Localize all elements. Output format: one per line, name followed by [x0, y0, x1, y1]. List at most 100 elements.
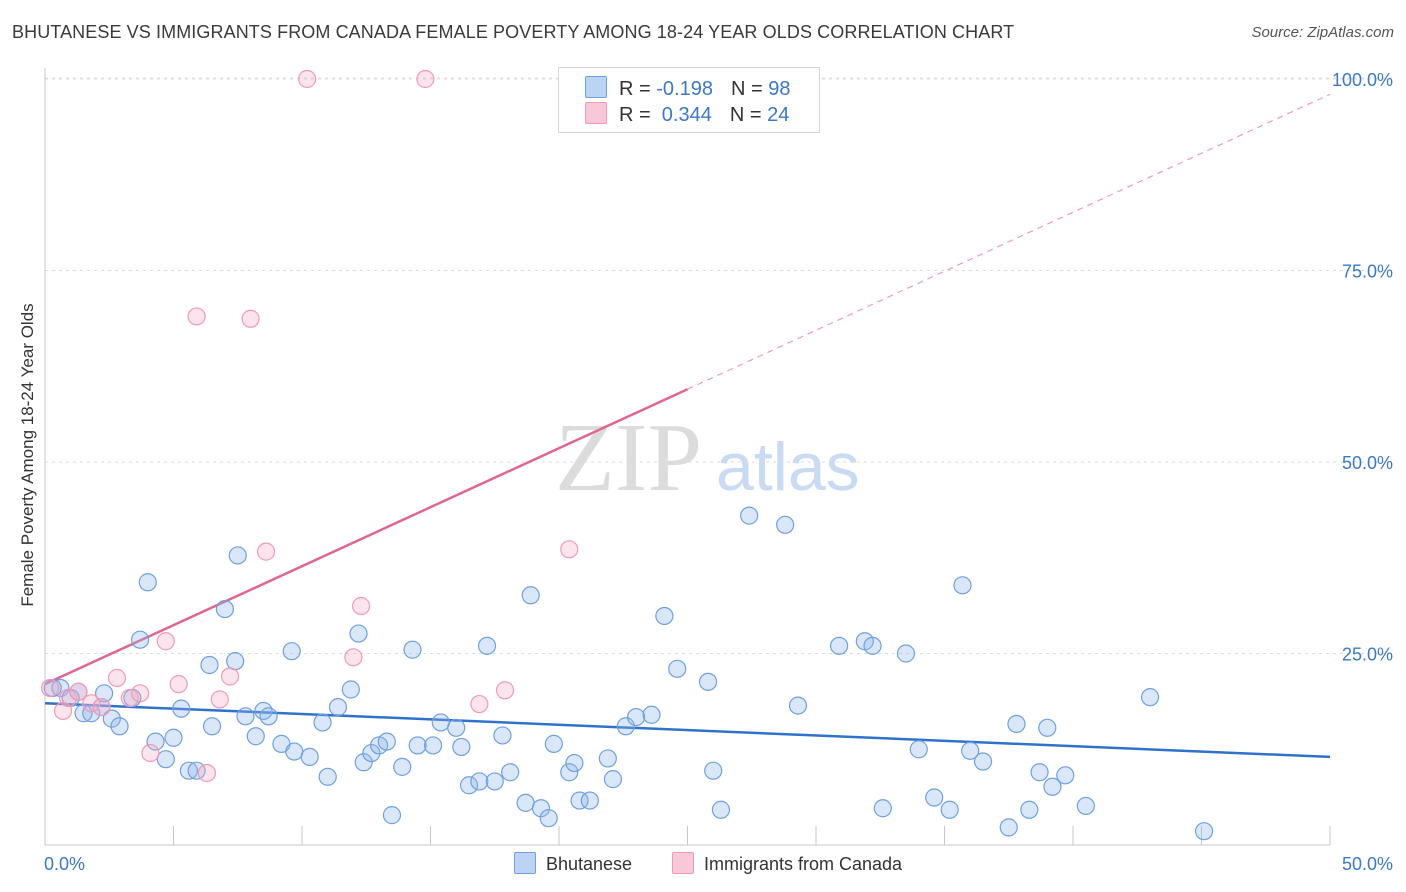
y-tick-label: 50.0%	[1342, 453, 1393, 473]
bhutanese-point	[102, 709, 121, 728]
legend-swatch-bhutanese	[585, 76, 607, 98]
canada-point	[187, 307, 206, 326]
bhutanese-point	[598, 749, 617, 768]
bhutanese-point	[539, 809, 558, 828]
bhutanese-point	[341, 680, 360, 699]
bhutanese-point	[560, 763, 579, 782]
bhutanese-point	[318, 767, 337, 786]
canada-point	[141, 743, 160, 763]
bhutanese-point	[698, 672, 718, 691]
bhutanese-point	[1038, 718, 1057, 737]
bhutanese-point	[110, 717, 129, 736]
canada-point	[107, 668, 127, 688]
bhutanese-point	[282, 642, 301, 661]
legend-n-label: N =	[730, 78, 769, 100]
bottom-legend-swatch-canada	[672, 852, 694, 874]
bhutanese-point	[1056, 766, 1075, 785]
bhutanese-point	[156, 750, 175, 769]
canada-point	[298, 69, 317, 89]
bhutanese-point	[130, 630, 150, 649]
bhutanese-point	[516, 793, 535, 812]
bhutanese-point	[1020, 800, 1039, 819]
canada-point	[41, 678, 60, 698]
bhutanese-point	[459, 776, 479, 795]
bhutanese-point	[544, 734, 563, 753]
chart-title: BHUTANESE VS IMMIGRANTS FROM CANADA FEMA…	[12, 22, 1015, 42]
legend-n-label: N =	[729, 104, 768, 126]
bhutanese-point	[138, 573, 157, 592]
bhutanese-point	[626, 707, 646, 727]
bhutanese-point	[382, 806, 402, 825]
bhutanese-point	[873, 799, 892, 818]
bhutanese-point	[82, 704, 101, 723]
bhutanese-point	[377, 732, 396, 751]
canada-point	[560, 540, 579, 559]
bottom-legend-label: Immigrants from Canada	[704, 854, 903, 874]
bhutanese-point	[403, 640, 422, 659]
bhutanese-point	[74, 704, 93, 723]
legend: R = -0.198 N = 98 R = 0.344 N = 24	[558, 67, 820, 133]
bhutanese-point	[202, 717, 222, 736]
canada-point	[210, 690, 229, 709]
legend-n-value: 24	[767, 104, 790, 126]
canada-point	[220, 667, 240, 686]
canada-point	[69, 682, 88, 701]
canada-point	[92, 698, 111, 717]
bhutanese-point	[1140, 688, 1160, 707]
bhutanese-point	[477, 636, 497, 655]
bhutanese-point	[246, 727, 265, 746]
canada-trend-line	[44, 388, 689, 686]
bhutanese-point	[300, 747, 319, 767]
bhutanese-point	[393, 757, 412, 776]
y-tick-label: 25.0%	[1342, 645, 1393, 665]
canada-point	[130, 684, 150, 703]
bhutanese-point	[973, 752, 993, 771]
canada-point	[470, 694, 489, 714]
bhutanese-point	[531, 799, 551, 818]
bhutanese-point	[485, 772, 504, 791]
bhutanese-point	[408, 736, 427, 755]
bhutanese-point	[863, 636, 882, 655]
legend-swatch-canada	[585, 102, 607, 124]
bhutanese-point	[909, 740, 928, 759]
canada-point	[416, 69, 435, 89]
bhutanese-point	[704, 761, 723, 780]
bhutanese-point	[349, 624, 368, 643]
watermark-zip: ZIP	[555, 404, 702, 512]
bhutanese-point	[999, 818, 1018, 837]
bottom-legend-swatch-bhutanese	[514, 852, 536, 874]
bhutanese-point	[95, 684, 114, 703]
bhutanese-point	[830, 636, 849, 655]
canada-point	[169, 675, 188, 694]
bhutanese-point	[711, 800, 731, 819]
bhutanese-point	[354, 753, 373, 772]
bhutanese-point	[1030, 763, 1049, 782]
bhutanese-point	[642, 705, 661, 724]
canada-point	[82, 694, 101, 713]
bhutanese-trend-line	[44, 702, 1331, 759]
bhutanese-point	[961, 741, 980, 760]
bhutanese-point	[423, 736, 443, 755]
canada-point	[156, 632, 175, 651]
bhutanese-point	[616, 717, 635, 736]
bhutanese-point	[603, 770, 623, 789]
bhutanese-point	[179, 761, 199, 780]
bhutanese-point	[285, 742, 304, 761]
bhutanese-point	[788, 696, 808, 715]
bhutanese-point	[521, 586, 540, 605]
canada-point	[344, 648, 363, 667]
bhutanese-point	[896, 644, 916, 663]
legend-r-label: R =	[619, 104, 657, 126]
bhutanese-point	[236, 707, 255, 726]
bhutanese-point	[570, 791, 589, 810]
bottom-legend-canada: Immigrants from Canada	[672, 852, 902, 875]
canada-point	[495, 681, 515, 700]
legend-r-value: 0.344	[656, 104, 712, 126]
bhutanese-point	[452, 737, 471, 757]
bottom-legend-bhutanese: Bhutanese	[514, 852, 632, 875]
watermark-atlas: atlas	[716, 429, 860, 505]
y-tick-label: 100.0%	[1332, 70, 1393, 90]
bhutanese-point	[215, 599, 234, 619]
x-tick-label: 50.0%	[1342, 854, 1393, 874]
